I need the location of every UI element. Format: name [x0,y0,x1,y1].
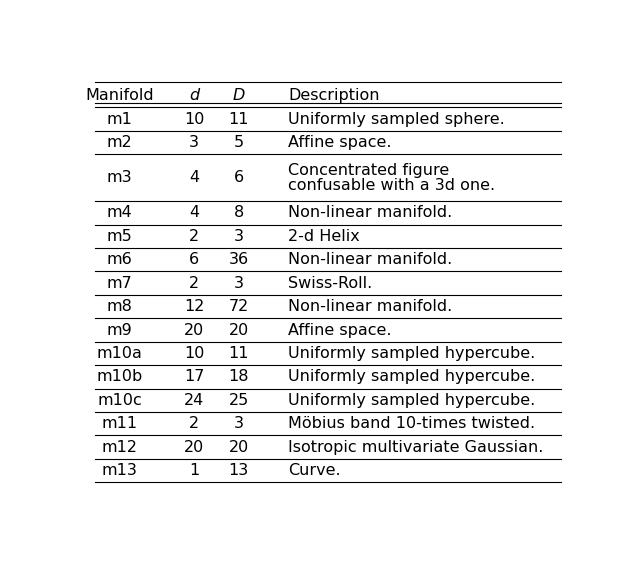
Text: m3: m3 [107,170,132,185]
Text: m10c: m10c [97,393,142,408]
Text: confusable with a 3d one.: confusable with a 3d one. [288,178,495,193]
Text: m4: m4 [107,205,132,220]
Text: 1: 1 [189,463,199,478]
Text: m11: m11 [102,416,138,431]
Text: Uniformly sampled hypercube.: Uniformly sampled hypercube. [288,346,536,361]
Text: m9: m9 [107,323,132,338]
Text: 2-d Helix: 2-d Helix [288,229,360,244]
Text: Non-linear manifold.: Non-linear manifold. [288,205,452,220]
Text: 8: 8 [234,205,244,220]
Text: 2: 2 [189,416,199,431]
Text: m10a: m10a [97,346,143,361]
Text: Non-linear manifold.: Non-linear manifold. [288,299,452,314]
Text: 20: 20 [228,323,249,338]
Text: m12: m12 [102,440,138,455]
Text: Uniformly sampled hypercube.: Uniformly sampled hypercube. [288,393,536,408]
Text: Curve.: Curve. [288,463,341,478]
Text: 25: 25 [228,393,249,408]
Text: 6: 6 [189,252,199,267]
Text: d: d [189,87,199,103]
Text: 10: 10 [184,112,204,126]
Text: Manifold: Manifold [85,87,154,103]
Text: Description: Description [288,87,380,103]
Text: m5: m5 [107,229,132,244]
Text: Swiss-Roll.: Swiss-Roll. [288,275,372,290]
Text: m10b: m10b [97,369,143,384]
Text: D: D [232,87,245,103]
Text: Affine space.: Affine space. [288,135,392,150]
Text: 3: 3 [234,275,244,290]
Text: 11: 11 [228,346,249,361]
Text: 4: 4 [189,170,199,185]
Text: Non-linear manifold.: Non-linear manifold. [288,252,452,267]
Text: m6: m6 [107,252,132,267]
Text: 20: 20 [228,440,249,455]
Text: 20: 20 [184,323,204,338]
Text: 10: 10 [184,346,204,361]
Text: m7: m7 [107,275,132,290]
Text: 3: 3 [234,416,244,431]
Text: 24: 24 [184,393,204,408]
Text: m8: m8 [107,299,132,314]
Text: m13: m13 [102,463,138,478]
Text: 12: 12 [184,299,204,314]
Text: Isotropic multivariate Gaussian.: Isotropic multivariate Gaussian. [288,440,544,455]
Text: Möbius band 10-times twisted.: Möbius band 10-times twisted. [288,416,536,431]
Text: Uniformly sampled sphere.: Uniformly sampled sphere. [288,112,505,126]
Text: 2: 2 [189,275,199,290]
Text: 72: 72 [228,299,249,314]
Text: 6: 6 [234,170,244,185]
Text: 18: 18 [228,369,249,384]
Text: 36: 36 [228,252,249,267]
Text: Affine space.: Affine space. [288,323,392,338]
Text: 20: 20 [184,440,204,455]
Text: m1: m1 [107,112,132,126]
Text: 17: 17 [184,369,204,384]
Text: m2: m2 [107,135,132,150]
Text: 11: 11 [228,112,249,126]
Text: 3: 3 [234,229,244,244]
Text: Concentrated figure: Concentrated figure [288,163,449,178]
Text: 4: 4 [189,205,199,220]
Text: 3: 3 [189,135,199,150]
Text: Uniformly sampled hypercube.: Uniformly sampled hypercube. [288,369,536,384]
Text: 13: 13 [228,463,249,478]
Text: 5: 5 [234,135,244,150]
Text: 2: 2 [189,229,199,244]
